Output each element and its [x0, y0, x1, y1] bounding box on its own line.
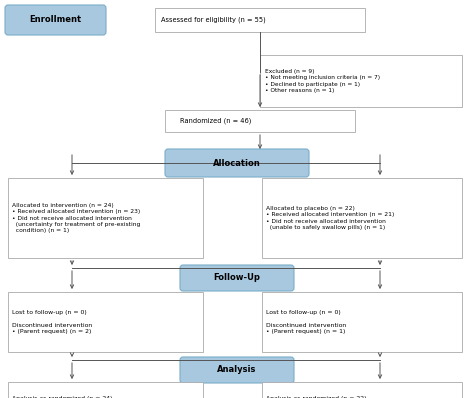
FancyBboxPatch shape — [8, 292, 203, 352]
FancyBboxPatch shape — [180, 357, 294, 383]
FancyBboxPatch shape — [8, 178, 203, 258]
Text: Excluded (n = 9)
• Not meeting inclusion criteria (n = 7)
• Declined to particip: Excluded (n = 9) • Not meeting inclusion… — [265, 69, 380, 93]
FancyBboxPatch shape — [262, 382, 462, 398]
Text: Lost to follow-up (n = 0)

Discontinued intervention
• (Parent request) (n = 1): Lost to follow-up (n = 0) Discontinued i… — [266, 310, 346, 334]
Text: Lost to follow-up (n = 0)

Discontinued intervention
• (Parent request) (n = 2): Lost to follow-up (n = 0) Discontinued i… — [12, 310, 92, 334]
FancyBboxPatch shape — [165, 149, 309, 177]
Text: Enrollment: Enrollment — [29, 16, 82, 25]
FancyBboxPatch shape — [155, 8, 365, 32]
Text: Randomized (n = 46): Randomized (n = 46) — [180, 118, 251, 124]
Text: Allocated to intervention (n = 24)
• Received allocated intervention (n = 23)
• : Allocated to intervention (n = 24) • Rec… — [12, 203, 140, 233]
Text: Allocated to placebo (n = 22)
• Received allocated intervention (n = 21)
• Did n: Allocated to placebo (n = 22) • Received… — [266, 206, 394, 230]
Text: Analysis: Analysis — [217, 365, 257, 375]
FancyBboxPatch shape — [8, 382, 203, 398]
FancyBboxPatch shape — [5, 5, 106, 35]
FancyBboxPatch shape — [262, 178, 462, 258]
FancyBboxPatch shape — [262, 292, 462, 352]
FancyBboxPatch shape — [165, 110, 355, 132]
Text: Analysis as randomized (n = 24)
• Excluded from analysis (n = 0): Analysis as randomized (n = 24) • Exclud… — [12, 396, 112, 398]
Text: Follow-Up: Follow-Up — [214, 273, 260, 283]
FancyBboxPatch shape — [180, 265, 294, 291]
Text: Assessed for eligibility (n = 55): Assessed for eligibility (n = 55) — [161, 17, 266, 23]
Text: Allocation: Allocation — [213, 158, 261, 168]
FancyBboxPatch shape — [260, 55, 462, 107]
Text: Analysis as randomized (n = 22)
• Excluded from analysis (n = 0): Analysis as randomized (n = 22) • Exclud… — [266, 396, 366, 398]
